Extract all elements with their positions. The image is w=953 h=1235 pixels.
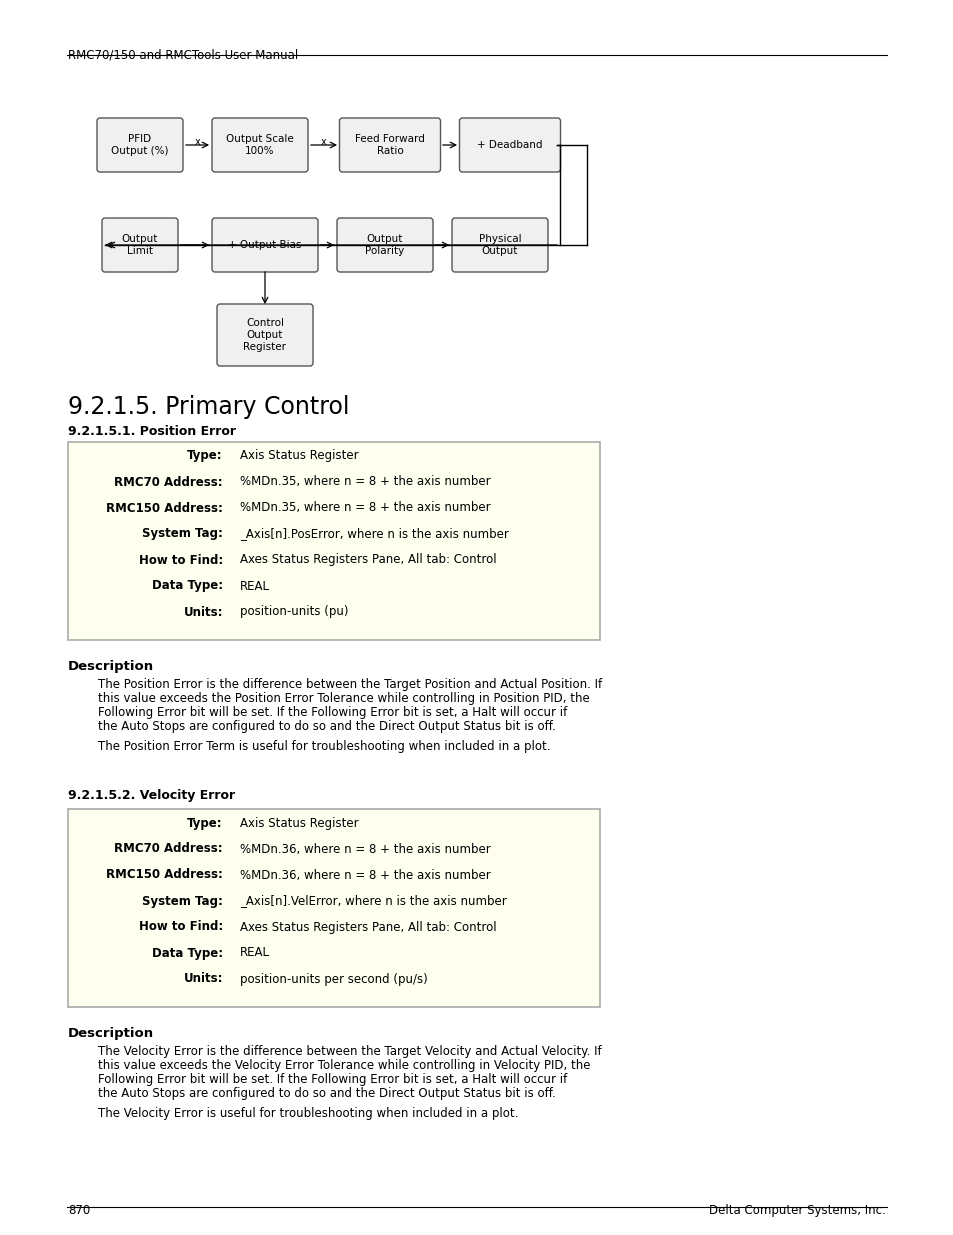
Text: The Velocity Error is useful for troubleshooting when included in a plot.: The Velocity Error is useful for trouble…: [98, 1107, 517, 1120]
Text: The Position Error Term is useful for troubleshooting when included in a plot.: The Position Error Term is useful for tr…: [98, 740, 550, 753]
FancyBboxPatch shape: [459, 119, 560, 172]
Text: Description: Description: [68, 1028, 154, 1040]
Text: Axes Status Registers Pane, All tab: Control: Axes Status Registers Pane, All tab: Con…: [240, 920, 497, 934]
Text: + Deadband: + Deadband: [476, 140, 542, 149]
Text: 9.2.1.5.2. Velocity Error: 9.2.1.5.2. Velocity Error: [68, 789, 234, 802]
FancyBboxPatch shape: [452, 219, 547, 272]
Text: Output
Polarity: Output Polarity: [365, 235, 404, 256]
Text: Physical
Output: Physical Output: [478, 235, 520, 256]
Text: Delta Computer Systems, Inc.: Delta Computer Systems, Inc.: [708, 1204, 885, 1216]
Text: The Velocity Error is the difference between the Target Velocity and Actual Velo: The Velocity Error is the difference bet…: [98, 1045, 601, 1058]
Text: %MDn.36, where n = 8 + the axis number: %MDn.36, where n = 8 + the axis number: [240, 842, 490, 856]
Text: Units:: Units:: [183, 972, 223, 986]
Text: RMC70 Address:: RMC70 Address:: [114, 475, 223, 489]
Text: 9.2.1.5. Primary Control: 9.2.1.5. Primary Control: [68, 395, 349, 419]
FancyBboxPatch shape: [97, 119, 183, 172]
Text: 870: 870: [68, 1204, 91, 1216]
Text: RMC70 Address:: RMC70 Address:: [114, 842, 223, 856]
Text: RMC70/150 and RMCTools User Manual: RMC70/150 and RMCTools User Manual: [68, 48, 298, 61]
Text: the Auto Stops are configured to do so and the Direct Output Status bit is off.: the Auto Stops are configured to do so a…: [98, 720, 556, 734]
Text: Description: Description: [68, 659, 154, 673]
FancyBboxPatch shape: [68, 442, 599, 640]
Text: the Auto Stops are configured to do so and the Direct Output Status bit is off.: the Auto Stops are configured to do so a…: [98, 1087, 556, 1100]
Text: Axis Status Register: Axis Status Register: [240, 450, 358, 462]
Text: The Position Error is the difference between the Target Position and Actual Posi: The Position Error is the difference bet…: [98, 678, 601, 692]
Text: System Tag:: System Tag:: [142, 527, 223, 541]
Text: Data Type:: Data Type:: [152, 946, 223, 960]
Text: position-units per second (pu/s): position-units per second (pu/s): [240, 972, 427, 986]
Text: %MDn.36, where n = 8 + the axis number: %MDn.36, where n = 8 + the axis number: [240, 868, 490, 882]
Text: x: x: [194, 137, 200, 147]
FancyBboxPatch shape: [212, 119, 308, 172]
Text: Following Error bit will be set. If the Following Error bit is set, a Halt will : Following Error bit will be set. If the …: [98, 1073, 567, 1086]
Text: Type:: Type:: [187, 816, 223, 830]
Text: Control
Output
Register: Control Output Register: [243, 319, 286, 352]
FancyBboxPatch shape: [212, 219, 317, 272]
Text: How to Find:: How to Find:: [138, 553, 223, 567]
Text: REAL: REAL: [240, 946, 270, 960]
Text: position-units (pu): position-units (pu): [240, 605, 348, 619]
Text: Units:: Units:: [183, 605, 223, 619]
Text: System Tag:: System Tag:: [142, 894, 223, 908]
Text: Output
Limit: Output Limit: [122, 235, 158, 256]
Text: this value exceeds the Velocity Error Tolerance while controlling in Velocity PI: this value exceeds the Velocity Error To…: [98, 1058, 590, 1072]
FancyBboxPatch shape: [336, 219, 433, 272]
FancyBboxPatch shape: [216, 304, 313, 366]
Text: RMC150 Address:: RMC150 Address:: [106, 868, 223, 882]
FancyBboxPatch shape: [102, 219, 178, 272]
Text: Type:: Type:: [187, 450, 223, 462]
Text: Feed Forward
Ratio: Feed Forward Ratio: [355, 135, 424, 156]
FancyBboxPatch shape: [68, 809, 599, 1007]
Text: Data Type:: Data Type:: [152, 579, 223, 593]
Text: %MDn.35, where n = 8 + the axis number: %MDn.35, where n = 8 + the axis number: [240, 475, 490, 489]
Text: REAL: REAL: [240, 579, 270, 593]
Text: _Axis[n].VelError, where n is the axis number: _Axis[n].VelError, where n is the axis n…: [240, 894, 506, 908]
Text: RMC150 Address:: RMC150 Address:: [106, 501, 223, 515]
Text: _Axis[n].PosError, where n is the axis number: _Axis[n].PosError, where n is the axis n…: [240, 527, 508, 541]
Text: this value exceeds the Position Error Tolerance while controlling in Position PI: this value exceeds the Position Error To…: [98, 692, 589, 705]
Text: Following Error bit will be set. If the Following Error bit is set, a Halt will : Following Error bit will be set. If the …: [98, 706, 567, 719]
Text: Axes Status Registers Pane, All tab: Control: Axes Status Registers Pane, All tab: Con…: [240, 553, 497, 567]
Text: + Output Bias: + Output Bias: [228, 240, 301, 249]
Text: Axis Status Register: Axis Status Register: [240, 816, 358, 830]
Text: How to Find:: How to Find:: [138, 920, 223, 934]
Text: x: x: [321, 137, 327, 147]
Text: Output Scale
100%: Output Scale 100%: [226, 135, 294, 156]
FancyBboxPatch shape: [339, 119, 440, 172]
Text: 9.2.1.5.1. Position Error: 9.2.1.5.1. Position Error: [68, 425, 235, 438]
Text: PFID
Output (%): PFID Output (%): [112, 135, 169, 156]
Text: %MDn.35, where n = 8 + the axis number: %MDn.35, where n = 8 + the axis number: [240, 501, 490, 515]
